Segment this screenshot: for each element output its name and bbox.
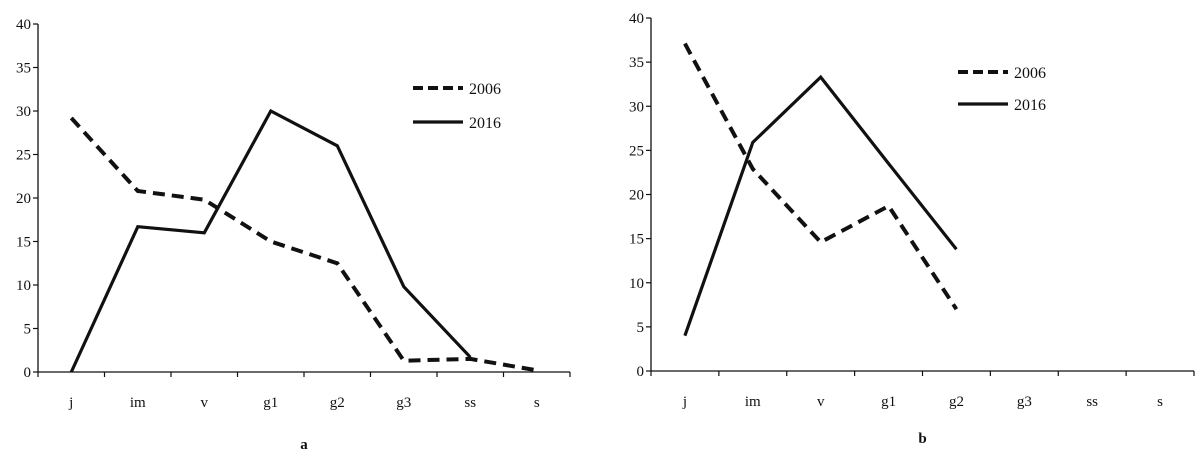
x-tick-label: j bbox=[682, 394, 687, 410]
panel-label: b bbox=[918, 431, 926, 447]
series-line-2016 bbox=[69, 108, 472, 373]
y-tick-label: 30 bbox=[16, 104, 31, 120]
x-tick-label: im bbox=[130, 395, 146, 411]
legend-label-2006: 2006 bbox=[469, 81, 501, 98]
x-tick-label: j bbox=[68, 395, 73, 411]
y-tick-label: 25 bbox=[629, 143, 644, 159]
x-tick-label: g2 bbox=[330, 395, 345, 411]
x-tick-label: g1 bbox=[263, 395, 278, 411]
y-tick-label: 25 bbox=[16, 148, 31, 164]
y-tick-label: 10 bbox=[629, 276, 644, 292]
series-line-2006 bbox=[69, 116, 538, 373]
y-tick-label: 5 bbox=[24, 322, 32, 338]
y-tick-label: 20 bbox=[16, 191, 31, 207]
legend-label-2016: 2016 bbox=[469, 115, 501, 132]
y-tick-label: 30 bbox=[629, 99, 644, 115]
x-tick-label: v bbox=[201, 395, 209, 411]
y-tick-label: 35 bbox=[16, 61, 31, 77]
y-tick-label: 10 bbox=[16, 278, 31, 294]
x-tick-label: s bbox=[1157, 394, 1163, 410]
y-tick-label: 40 bbox=[16, 17, 31, 33]
y-tick-label: 20 bbox=[629, 188, 644, 204]
x-tick-label: s bbox=[534, 395, 540, 411]
x-tick-label: g2 bbox=[949, 394, 964, 410]
x-tick-label: ss bbox=[1086, 394, 1098, 410]
y-tick-label: 0 bbox=[637, 364, 645, 380]
x-tick-label: v bbox=[817, 394, 825, 410]
y-tick-label: 15 bbox=[16, 235, 31, 251]
panel-label: a bbox=[300, 437, 308, 453]
y-tick-label: 35 bbox=[629, 55, 644, 71]
x-tick-label: ss bbox=[464, 395, 476, 411]
x-tick-label: im bbox=[745, 394, 761, 410]
y-tick-label: 15 bbox=[629, 232, 644, 248]
legend-label-2016: 2016 bbox=[1014, 97, 1046, 114]
y-tick-label: 5 bbox=[637, 320, 645, 336]
legend-label-2006: 2006 bbox=[1014, 65, 1046, 82]
y-tick-label: 0 bbox=[24, 365, 32, 381]
y-tick-label: 40 bbox=[629, 11, 644, 27]
x-tick-label: g1 bbox=[881, 394, 896, 410]
series-line-2016 bbox=[683, 74, 958, 337]
series-line-2006 bbox=[683, 42, 959, 311]
x-tick-label: g3 bbox=[396, 395, 411, 411]
x-tick-label: g3 bbox=[1017, 394, 1032, 410]
